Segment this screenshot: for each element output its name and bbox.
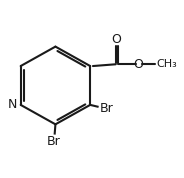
Text: O: O [112,33,122,46]
Text: O: O [134,58,144,71]
Text: CH₃: CH₃ [157,59,178,69]
Text: Br: Br [47,135,61,148]
Text: N: N [8,98,17,111]
Text: Br: Br [100,102,114,115]
